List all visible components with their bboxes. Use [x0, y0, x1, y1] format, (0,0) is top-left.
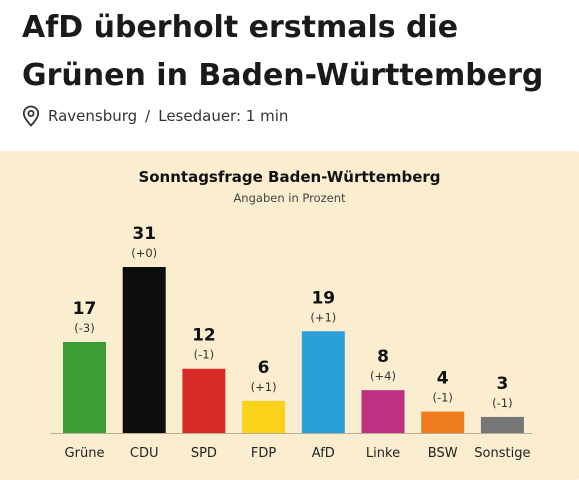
data-label-value: 19	[311, 288, 335, 308]
chart-title: Sonntagsfrage Baden-Württemberg	[138, 168, 441, 186]
data-label-value: 17	[73, 299, 97, 319]
data-label-change: (+4)	[370, 369, 396, 383]
x-tick-label: FDP	[251, 446, 276, 461]
bar-3	[242, 400, 286, 433]
data-label-change: (-1)	[432, 391, 452, 405]
x-tick-label: AfD	[312, 446, 335, 461]
chart-container: Sonntagsfrage Baden-Württemberg Angaben …	[0, 151, 579, 480]
data-label-value: 4	[437, 369, 449, 389]
meta-separator: /	[145, 107, 151, 125]
data-label-value: 8	[377, 347, 389, 367]
bar-chart: Grüne 17 (-3) CDU 31 (+0) SPD 12 (-1) FDP 6 (+1) AfD…	[50, 224, 532, 461]
article-headline: AfD überholt erstmals die Grünen in Bade…	[22, 10, 544, 93]
article-meta: Ravensburg / Lesedauer: 1 min	[22, 104, 288, 128]
data-label-value: 6	[258, 358, 270, 378]
x-tick-label: BSW	[428, 446, 458, 461]
chart-subtitle: Angaben in Prozent	[233, 191, 346, 205]
x-tick-label: Grüne	[65, 446, 105, 461]
bar-2	[182, 368, 226, 433]
data-label-change: (+0)	[131, 246, 157, 260]
bar-5	[361, 390, 405, 433]
bar-7	[480, 416, 524, 433]
data-label-value: 12	[192, 326, 216, 346]
data-label-value: 31	[132, 224, 156, 244]
x-tick-label: CDU	[130, 446, 159, 461]
article-location: Ravensburg	[48, 107, 138, 125]
data-label-change: (-1)	[194, 348, 214, 362]
bar-6	[421, 411, 465, 433]
article-reading-time: Lesedauer: 1 min	[158, 107, 289, 125]
map-pin-icon	[22, 105, 40, 127]
bar-4	[301, 331, 345, 433]
data-label-value: 3	[496, 374, 508, 394]
bar-0	[63, 341, 106, 433]
data-label-change: (+1)	[251, 380, 277, 394]
x-tick-label: SPD	[191, 446, 217, 461]
data-label-change: (-3)	[74, 321, 94, 335]
data-label-change: (+1)	[310, 310, 336, 324]
x-tick-label: Sonstige	[474, 446, 530, 461]
data-label-change: (-1)	[492, 396, 512, 410]
x-tick-label: Linke	[366, 446, 400, 461]
bar-1	[122, 267, 166, 433]
